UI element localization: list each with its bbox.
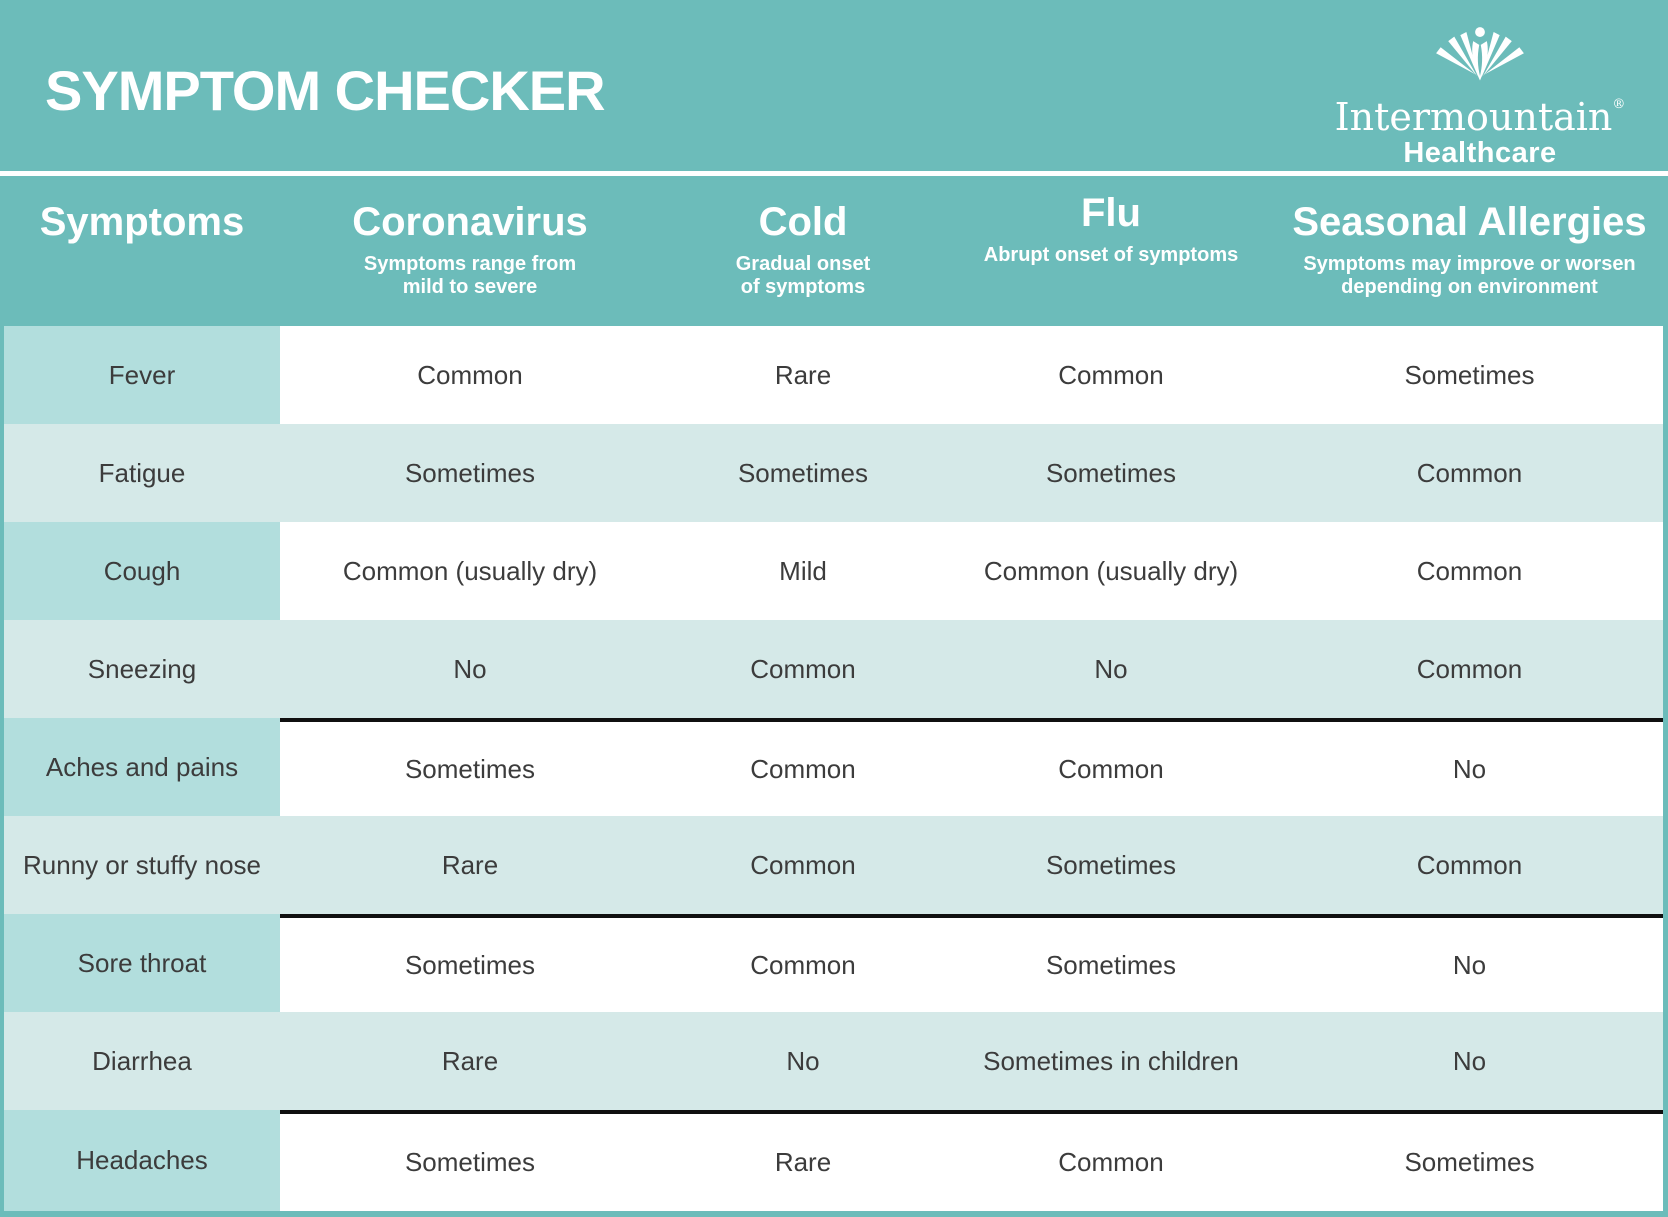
symptom-cell: Headaches	[4, 1110, 280, 1211]
value-cell: Common	[946, 1110, 1276, 1211]
value-cell: Sometimes in children	[946, 1012, 1276, 1110]
column-header-symptoms: Symptoms	[4, 176, 280, 326]
table-row-sore-throat: Sore throat Sometimes Common Sometimes N…	[4, 914, 1663, 1012]
value-cell: Common	[660, 914, 946, 1012]
table-row-cough: Cough Common (usually dry) Mild Common (…	[4, 522, 1663, 620]
column-header-seasonal-allergies: Seasonal Allergies Symptoms may improve …	[1276, 176, 1663, 326]
column-subtitle: Symptoms range from mild to severe	[363, 253, 577, 298]
value-cell: Common	[1276, 424, 1663, 522]
table-body: Fever Common Rare Common Sometimes Fatig…	[4, 326, 1663, 1211]
value-cell: Mild	[660, 522, 946, 620]
symptom-cell: Sneezing	[4, 620, 280, 718]
value-cell: No	[1276, 914, 1663, 1012]
table-row-aches-and-pains: Aches and pains Sometimes Common Common …	[4, 718, 1663, 816]
value-cell: Common	[946, 326, 1276, 424]
column-title: Symptoms	[39, 200, 245, 244]
column-subtitle: Abrupt onset of symptoms	[983, 244, 1239, 266]
column-header-cold: Cold Gradual onset of symptoms	[660, 176, 946, 326]
value-cell: Sometimes	[280, 718, 660, 816]
brand-sub-name: Healthcare	[1403, 137, 1557, 169]
value-cell: Common (usually dry)	[280, 522, 660, 620]
value-cell: Sometimes	[1276, 326, 1663, 424]
value-cell: Rare	[660, 326, 946, 424]
value-cell: Common	[946, 718, 1276, 816]
value-cell: Common	[1276, 522, 1663, 620]
value-cell: Common	[1276, 816, 1663, 914]
value-cell: Rare	[280, 816, 660, 914]
column-header-row: Symptoms Coronavirus Symptoms range from…	[4, 176, 1663, 326]
column-title: Coronavirus	[352, 200, 588, 244]
value-cell: Common	[1276, 620, 1663, 718]
value-cell: Sometimes	[946, 424, 1276, 522]
value-cell: No	[946, 620, 1276, 718]
column-header-coronavirus: Coronavirus Symptoms range from mild to …	[280, 176, 660, 326]
column-title: Flu	[1081, 191, 1141, 235]
value-cell: No	[280, 620, 660, 718]
value-cell: Sometimes	[946, 914, 1276, 1012]
table-row-runny-or-stuffy-nose: Runny or stuffy nose Rare Common Sometim…	[4, 816, 1663, 914]
column-header-flu: Flu Abrupt onset of symptoms	[946, 176, 1276, 326]
value-cell: Sometimes	[1276, 1110, 1663, 1211]
value-cell: Common	[660, 816, 946, 914]
value-cell: Rare	[660, 1110, 946, 1211]
value-cell: Sometimes	[280, 1110, 660, 1211]
table-row-sneezing: Sneezing No Common No Common	[4, 620, 1663, 718]
column-title: Cold	[758, 200, 848, 244]
value-cell: Common	[280, 326, 660, 424]
symptom-cell: Runny or stuffy nose	[4, 816, 280, 914]
symptom-cell: Diarrhea	[4, 1012, 280, 1110]
column-subtitle: Gradual onset of symptoms	[735, 253, 871, 298]
column-subtitle: Symptoms may improve or worsen depending…	[1303, 253, 1636, 298]
brand-wordmark: Intermountain	[1334, 95, 1613, 139]
intermountain-spark-icon	[1436, 27, 1524, 81]
value-cell: Sometimes	[280, 914, 660, 1012]
top-band: SYMPTOM CHECKER Intermountain® Healthcar…	[0, 0, 1668, 171]
value-cell: No	[660, 1012, 946, 1110]
header-divider-line	[0, 171, 1668, 176]
value-cell: No	[1276, 1012, 1663, 1110]
value-cell: Sometimes	[660, 424, 946, 522]
table-row-headaches: Headaches Sometimes Rare Common Sometime…	[4, 1110, 1663, 1211]
value-cell: Sometimes	[946, 816, 1276, 914]
value-cell: Sometimes	[280, 424, 660, 522]
table-row-diarrhea: Diarrhea Rare No Sometimes in children N…	[4, 1012, 1663, 1110]
registered-mark: ®	[1612, 97, 1626, 112]
page-title: SYMPTOM CHECKER	[45, 59, 606, 122]
value-cell: No	[1276, 718, 1663, 816]
value-cell: Common (usually dry)	[946, 522, 1276, 620]
table-row-fatigue: Fatigue Sometimes Sometimes Sometimes Co…	[4, 424, 1663, 522]
column-title: Seasonal Allergies	[1292, 200, 1647, 244]
value-cell: Common	[660, 718, 946, 816]
intermountain-healthcare-logo: Intermountain® Healthcare	[1330, 26, 1630, 168]
symptom-cell: Fever	[4, 326, 280, 424]
brand-name: Intermountain®	[1330, 85, 1630, 137]
symptom-cell: Sore throat	[4, 914, 280, 1012]
symptom-cell: Cough	[4, 522, 280, 620]
value-cell: Rare	[280, 1012, 660, 1110]
table-row-fever: Fever Common Rare Common Sometimes	[4, 326, 1663, 424]
symptom-cell: Aches and pains	[4, 718, 280, 816]
symptom-cell: Fatigue	[4, 424, 280, 522]
value-cell: Common	[660, 620, 946, 718]
